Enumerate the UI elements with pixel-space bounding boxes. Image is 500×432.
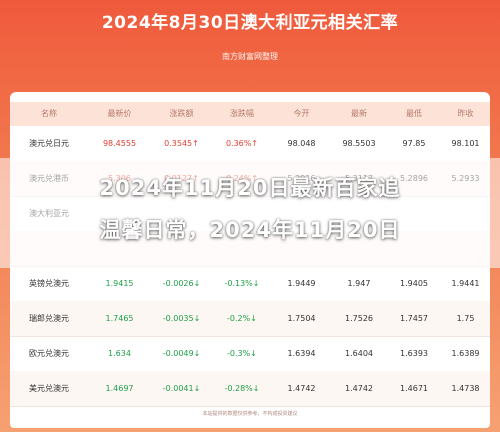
cell-prev: 1.75	[456, 314, 475, 323]
cell-name: 英镑兑澳元	[29, 279, 69, 288]
table-row[interactable]: 瑞郎兑澳元 1.7465 -0.0035↓ -0.2%↓ 1.7504 1.7526 1.7…	[10, 301, 490, 337]
table-row[interactable]: 美元兑澳元 1.4697 -0.0041↓ -0.28%↓ 1.4742 1.4742 1.…	[10, 371, 490, 407]
cell-open: 1.4742	[287, 384, 316, 393]
headline-overlay	[0, 158, 500, 268]
cell-change: 0.3545↑	[164, 139, 199, 148]
table-row[interactable]: 欧元兑澳元 1.634 -0.0049↓ -0.3%↓ 1.6394 1.6404 1.63…	[10, 336, 490, 372]
cell-low: 1.7457	[400, 314, 428, 323]
cell-pct: -0.28%↓	[224, 384, 260, 393]
col-header: 名称	[41, 109, 57, 118]
cell-name: 瑞郎兑澳元	[29, 314, 69, 323]
cell-latest: 98.4555	[102, 139, 137, 148]
col-header: 涨跌幅	[230, 109, 254, 118]
cell-change: -0.0049↓	[162, 349, 201, 358]
cell-prev: 98.101	[451, 139, 480, 148]
cell-high: 1.6404	[345, 349, 373, 358]
cell-pct: -0.2%↓	[227, 314, 257, 323]
cell-high: 1.4742	[345, 384, 373, 393]
cell-low: 97.85	[402, 139, 426, 148]
col-header: 涨跌额	[169, 109, 194, 118]
cell-low: 1.6393	[400, 349, 428, 358]
cell-change: -0.0041↓	[162, 384, 201, 393]
col-header: 最新	[351, 109, 367, 118]
page-title: 2024年8月30日澳大利亚元相关汇率	[101, 13, 399, 33]
cell-name: 澳元兑日元	[29, 139, 69, 148]
cell-change: -0.0026↓	[162, 279, 201, 288]
cell-latest: 1.634	[108, 349, 131, 358]
cell-prev: 1.4738	[451, 384, 480, 393]
cell-prev: 1.6389	[451, 349, 480, 358]
cell-high: 1.7526	[345, 314, 373, 323]
cell-low: 1.9405	[400, 279, 428, 288]
page-subtitle: 南方财富网整理	[222, 52, 278, 61]
col-header: 昨收	[457, 109, 474, 118]
cell-pct: -0.3%↓	[227, 349, 257, 358]
col-header: 最新价	[107, 109, 132, 118]
cell-change: -0.0035↓	[162, 314, 201, 323]
cell-low: 1.4671	[400, 384, 428, 393]
cell-open: 98.048	[287, 139, 316, 148]
cell-high: 98.5503	[342, 139, 376, 148]
cell-latest: 1.7465	[105, 314, 134, 323]
table-row[interactable]: 英镑兑澳元 1.9415 -0.0026↓ -0.13%↓ 1.9449 1.947 1.9…	[10, 266, 490, 302]
table-footnote: 本站提供的数据仅供参考，不构成投资建议	[202, 411, 298, 417]
cell-pct: -0.13%↓	[224, 279, 260, 288]
cell-high: 1.947	[347, 279, 371, 288]
cell-open: 1.7504	[287, 314, 316, 323]
col-header: 今开	[293, 109, 310, 118]
cell-name: 欧元兑澳元	[29, 349, 69, 358]
cell-open: 1.9449	[287, 279, 316, 288]
cell-name: 美元兑澳元	[29, 384, 69, 393]
cell-latest: 1.4697	[105, 384, 134, 393]
table-row[interactable]: 澳元兑日元 98.4555 0.3545↑ 0.36%↑ 98.048 98.5503 97…	[10, 126, 490, 162]
cell-pct: 0.36%↑	[225, 139, 259, 148]
cell-prev: 1.9441	[451, 279, 480, 288]
cell-latest: 1.9415	[105, 279, 134, 288]
headline-line-1: 2024年11月20日最新百家追	[99, 176, 401, 200]
col-header: 最低	[406, 109, 422, 118]
cell-open: 1.6394	[287, 349, 316, 358]
headline-line-2: 温馨日常，2024年11月20日	[99, 218, 401, 242]
table-header: 名称 最新价 涨跌额 涨跌幅 今开 最新 最低 昨收	[10, 102, 490, 126]
